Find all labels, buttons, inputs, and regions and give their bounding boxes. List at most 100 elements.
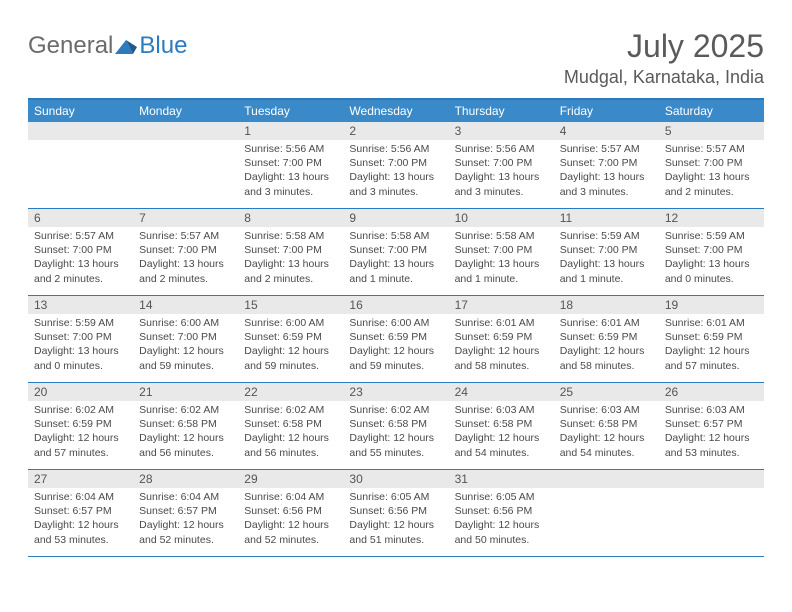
calendar-day: 18Sunrise: 6:01 AMSunset: 6:59 PMDayligh…: [554, 296, 659, 382]
day-number: 23: [343, 383, 448, 401]
calendar-day: 7Sunrise: 5:57 AMSunset: 7:00 PMDaylight…: [133, 209, 238, 295]
calendar-day: 2Sunrise: 5:56 AMSunset: 7:00 PMDaylight…: [343, 122, 448, 208]
day-details: Sunrise: 6:01 AMSunset: 6:59 PMDaylight:…: [449, 314, 554, 377]
calendar-day: 16Sunrise: 6:00 AMSunset: 6:59 PMDayligh…: [343, 296, 448, 382]
day-details: Sunrise: 6:04 AMSunset: 6:56 PMDaylight:…: [238, 488, 343, 551]
calendar-day: 12Sunrise: 5:59 AMSunset: 7:00 PMDayligh…: [659, 209, 764, 295]
day-number: [28, 122, 133, 140]
day-details: Sunrise: 5:56 AMSunset: 7:00 PMDaylight:…: [449, 140, 554, 203]
day-number: 13: [28, 296, 133, 314]
calendar-day: 8Sunrise: 5:58 AMSunset: 7:00 PMDaylight…: [238, 209, 343, 295]
calendar-day: 23Sunrise: 6:02 AMSunset: 6:58 PMDayligh…: [343, 383, 448, 469]
calendar-day: 24Sunrise: 6:03 AMSunset: 6:58 PMDayligh…: [449, 383, 554, 469]
day-number: [554, 470, 659, 488]
weekday-header: Sunday: [28, 100, 133, 122]
day-details: [659, 488, 764, 494]
day-details: Sunrise: 6:03 AMSunset: 6:57 PMDaylight:…: [659, 401, 764, 464]
day-details: Sunrise: 6:04 AMSunset: 6:57 PMDaylight:…: [28, 488, 133, 551]
day-details: Sunrise: 6:03 AMSunset: 6:58 PMDaylight:…: [554, 401, 659, 464]
calendar-week: 13Sunrise: 5:59 AMSunset: 7:00 PMDayligh…: [28, 296, 764, 383]
calendar-week: 6Sunrise: 5:57 AMSunset: 7:00 PMDaylight…: [28, 209, 764, 296]
day-number: 12: [659, 209, 764, 227]
day-number: 16: [343, 296, 448, 314]
day-details: Sunrise: 6:02 AMSunset: 6:58 PMDaylight:…: [238, 401, 343, 464]
day-number: 8: [238, 209, 343, 227]
day-number: 24: [449, 383, 554, 401]
calendar-day: 26Sunrise: 6:03 AMSunset: 6:57 PMDayligh…: [659, 383, 764, 469]
day-number: 6: [28, 209, 133, 227]
day-number: 17: [449, 296, 554, 314]
calendar-day: 20Sunrise: 6:02 AMSunset: 6:59 PMDayligh…: [28, 383, 133, 469]
day-details: Sunrise: 5:57 AMSunset: 7:00 PMDaylight:…: [659, 140, 764, 203]
day-details: Sunrise: 5:57 AMSunset: 7:00 PMDaylight:…: [133, 227, 238, 290]
day-number: 19: [659, 296, 764, 314]
day-number: 30: [343, 470, 448, 488]
day-number: 21: [133, 383, 238, 401]
day-details: Sunrise: 6:05 AMSunset: 6:56 PMDaylight:…: [343, 488, 448, 551]
page-title: July 2025: [564, 28, 764, 65]
day-details: Sunrise: 5:57 AMSunset: 7:00 PMDaylight:…: [28, 227, 133, 290]
day-number: 7: [133, 209, 238, 227]
day-number: 25: [554, 383, 659, 401]
day-details: Sunrise: 6:00 AMSunset: 6:59 PMDaylight:…: [238, 314, 343, 377]
weekday-header: Friday: [554, 100, 659, 122]
day-details: Sunrise: 6:05 AMSunset: 6:56 PMDaylight:…: [449, 488, 554, 551]
calendar-weeks: 1Sunrise: 5:56 AMSunset: 7:00 PMDaylight…: [28, 122, 764, 557]
day-details: Sunrise: 5:58 AMSunset: 7:00 PMDaylight:…: [449, 227, 554, 290]
day-number: 31: [449, 470, 554, 488]
weekday-header: Wednesday: [343, 100, 448, 122]
calendar-week: 1Sunrise: 5:56 AMSunset: 7:00 PMDaylight…: [28, 122, 764, 209]
day-details: [28, 140, 133, 146]
day-details: Sunrise: 5:56 AMSunset: 7:00 PMDaylight:…: [238, 140, 343, 203]
weekday-header-row: SundayMondayTuesdayWednesdayThursdayFrid…: [28, 100, 764, 122]
day-details: Sunrise: 6:02 AMSunset: 6:58 PMDaylight:…: [343, 401, 448, 464]
calendar-day: 13Sunrise: 5:59 AMSunset: 7:00 PMDayligh…: [28, 296, 133, 382]
day-details: Sunrise: 6:02 AMSunset: 6:58 PMDaylight:…: [133, 401, 238, 464]
day-number: 27: [28, 470, 133, 488]
day-details: Sunrise: 5:56 AMSunset: 7:00 PMDaylight:…: [343, 140, 448, 203]
calendar-day: 3Sunrise: 5:56 AMSunset: 7:00 PMDaylight…: [449, 122, 554, 208]
day-details: Sunrise: 5:58 AMSunset: 7:00 PMDaylight:…: [238, 227, 343, 290]
calendar-day: 11Sunrise: 5:59 AMSunset: 7:00 PMDayligh…: [554, 209, 659, 295]
calendar-day: 6Sunrise: 5:57 AMSunset: 7:00 PMDaylight…: [28, 209, 133, 295]
day-number: 14: [133, 296, 238, 314]
calendar-day: 28Sunrise: 6:04 AMSunset: 6:57 PMDayligh…: [133, 470, 238, 556]
location-label: Mudgal, Karnataka, India: [564, 67, 764, 88]
calendar-day: 29Sunrise: 6:04 AMSunset: 6:56 PMDayligh…: [238, 470, 343, 556]
calendar-day: 14Sunrise: 6:00 AMSunset: 7:00 PMDayligh…: [133, 296, 238, 382]
day-details: Sunrise: 6:04 AMSunset: 6:57 PMDaylight:…: [133, 488, 238, 551]
calendar-day: [659, 470, 764, 556]
weekday-header: Tuesday: [238, 100, 343, 122]
calendar-day: 21Sunrise: 6:02 AMSunset: 6:58 PMDayligh…: [133, 383, 238, 469]
day-details: [554, 488, 659, 494]
day-number: 2: [343, 122, 448, 140]
calendar-day: 15Sunrise: 6:00 AMSunset: 6:59 PMDayligh…: [238, 296, 343, 382]
day-number: 15: [238, 296, 343, 314]
day-number: [659, 470, 764, 488]
calendar-day: 9Sunrise: 5:58 AMSunset: 7:00 PMDaylight…: [343, 209, 448, 295]
day-details: Sunrise: 6:00 AMSunset: 7:00 PMDaylight:…: [133, 314, 238, 377]
day-number: 11: [554, 209, 659, 227]
calendar-day: 10Sunrise: 5:58 AMSunset: 7:00 PMDayligh…: [449, 209, 554, 295]
day-details: Sunrise: 5:59 AMSunset: 7:00 PMDaylight:…: [554, 227, 659, 290]
calendar-week: 27Sunrise: 6:04 AMSunset: 6:57 PMDayligh…: [28, 470, 764, 557]
day-number: 26: [659, 383, 764, 401]
day-number: 1: [238, 122, 343, 140]
calendar-day: 19Sunrise: 6:01 AMSunset: 6:59 PMDayligh…: [659, 296, 764, 382]
calendar: SundayMondayTuesdayWednesdayThursdayFrid…: [28, 98, 764, 557]
day-number: 10: [449, 209, 554, 227]
brand-triangle-icon: [115, 37, 137, 55]
calendar-day: [554, 470, 659, 556]
calendar-day: 1Sunrise: 5:56 AMSunset: 7:00 PMDaylight…: [238, 122, 343, 208]
calendar-day: 31Sunrise: 6:05 AMSunset: 6:56 PMDayligh…: [449, 470, 554, 556]
day-number: 5: [659, 122, 764, 140]
weekday-header: Saturday: [659, 100, 764, 122]
day-details: Sunrise: 6:01 AMSunset: 6:59 PMDaylight:…: [554, 314, 659, 377]
day-details: Sunrise: 5:59 AMSunset: 7:00 PMDaylight:…: [659, 227, 764, 290]
day-details: Sunrise: 6:00 AMSunset: 6:59 PMDaylight:…: [343, 314, 448, 377]
day-number: 4: [554, 122, 659, 140]
calendar-day: 5Sunrise: 5:57 AMSunset: 7:00 PMDaylight…: [659, 122, 764, 208]
calendar-day: [133, 122, 238, 208]
title-block: July 2025 Mudgal, Karnataka, India: [564, 28, 764, 88]
weekday-header: Thursday: [449, 100, 554, 122]
